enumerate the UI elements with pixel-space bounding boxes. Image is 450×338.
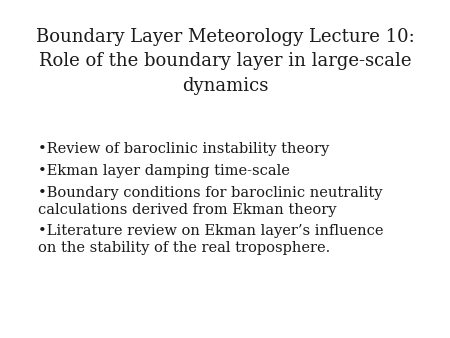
- Text: •Boundary conditions for baroclinic neutrality
calculations derived from Ekman t: •Boundary conditions for baroclinic neut…: [38, 186, 382, 217]
- Text: Boundary Layer Meteorology Lecture 10:
Role of the boundary layer in large-scale: Boundary Layer Meteorology Lecture 10: R…: [36, 28, 414, 95]
- Text: •Review of baroclinic instability theory: •Review of baroclinic instability theory: [38, 142, 329, 156]
- Text: •Ekman layer damping time-scale: •Ekman layer damping time-scale: [38, 164, 290, 178]
- Text: •Literature review on Ekman layer’s influence
on the stability of the real tropo: •Literature review on Ekman layer’s infl…: [38, 224, 383, 255]
